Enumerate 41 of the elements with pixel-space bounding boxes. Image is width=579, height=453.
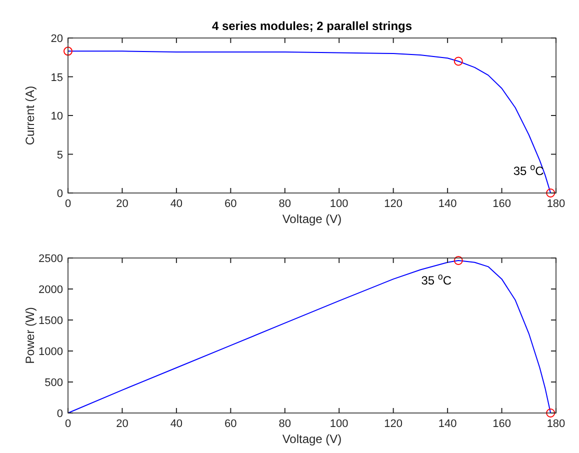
- chart-title: 4 series modules; 2 parallel strings: [212, 19, 412, 33]
- y-tick-label: 0: [56, 188, 63, 200]
- x-tick-label: 40: [170, 198, 183, 210]
- x-tick-label: 100: [330, 198, 348, 210]
- point: [454, 56, 463, 66]
- y-tick-label: 1500: [38, 315, 63, 327]
- annotation: 35 $^{o}$C: [513, 162, 544, 178]
- x-tick-label: 20: [116, 198, 128, 210]
- x-tick-label: 140: [438, 198, 457, 210]
- y-tick-label: 0: [56, 408, 63, 420]
- y-axis-title: Current (A): [23, 86, 37, 146]
- x-tick-label: 160: [492, 198, 511, 210]
- x-axis-title: Voltage (V): [282, 212, 342, 226]
- x-tick-label: 100: [330, 418, 348, 430]
- point: [64, 46, 72, 56]
- x-tick-label: 180: [546, 198, 566, 210]
- y-axis-title: Power (W): [23, 307, 37, 364]
- x-tick-label: 120: [384, 198, 403, 210]
- x-tick-label: 20: [116, 418, 128, 430]
- x-tick-label: 80: [278, 418, 292, 430]
- y-tick-label: 500: [44, 377, 63, 389]
- y-tick-label: 5: [56, 149, 63, 162]
- x-tick-label: 60: [224, 418, 237, 430]
- y-tick-label: 2000: [38, 284, 63, 296]
- x-tick-label: 180: [546, 418, 566, 430]
- y-tick-label: 10: [50, 110, 63, 122]
- x-tick-label: 0: [64, 418, 72, 430]
- x-axis-title: Voltage (V): [282, 432, 342, 446]
- y-tick-label: 2500: [38, 253, 63, 265]
- x-tick-label: 60: [224, 198, 237, 210]
- x-tick-label: 120: [384, 418, 403, 430]
- x-tick-label: 0: [64, 198, 72, 210]
- x-tick-label: 140: [438, 418, 457, 430]
- y-tick-label: 1000: [38, 346, 63, 358]
- annotation: 35 $^{o}$C: [421, 271, 452, 288]
- x-tick-label: 80: [278, 198, 292, 210]
- y-tick-label: 20: [50, 33, 63, 45]
- y-tick-label: 15: [50, 72, 63, 84]
- point: [546, 188, 556, 198]
- x-tick-label: 160: [492, 418, 511, 430]
- x-tick-label: 40: [170, 418, 183, 430]
